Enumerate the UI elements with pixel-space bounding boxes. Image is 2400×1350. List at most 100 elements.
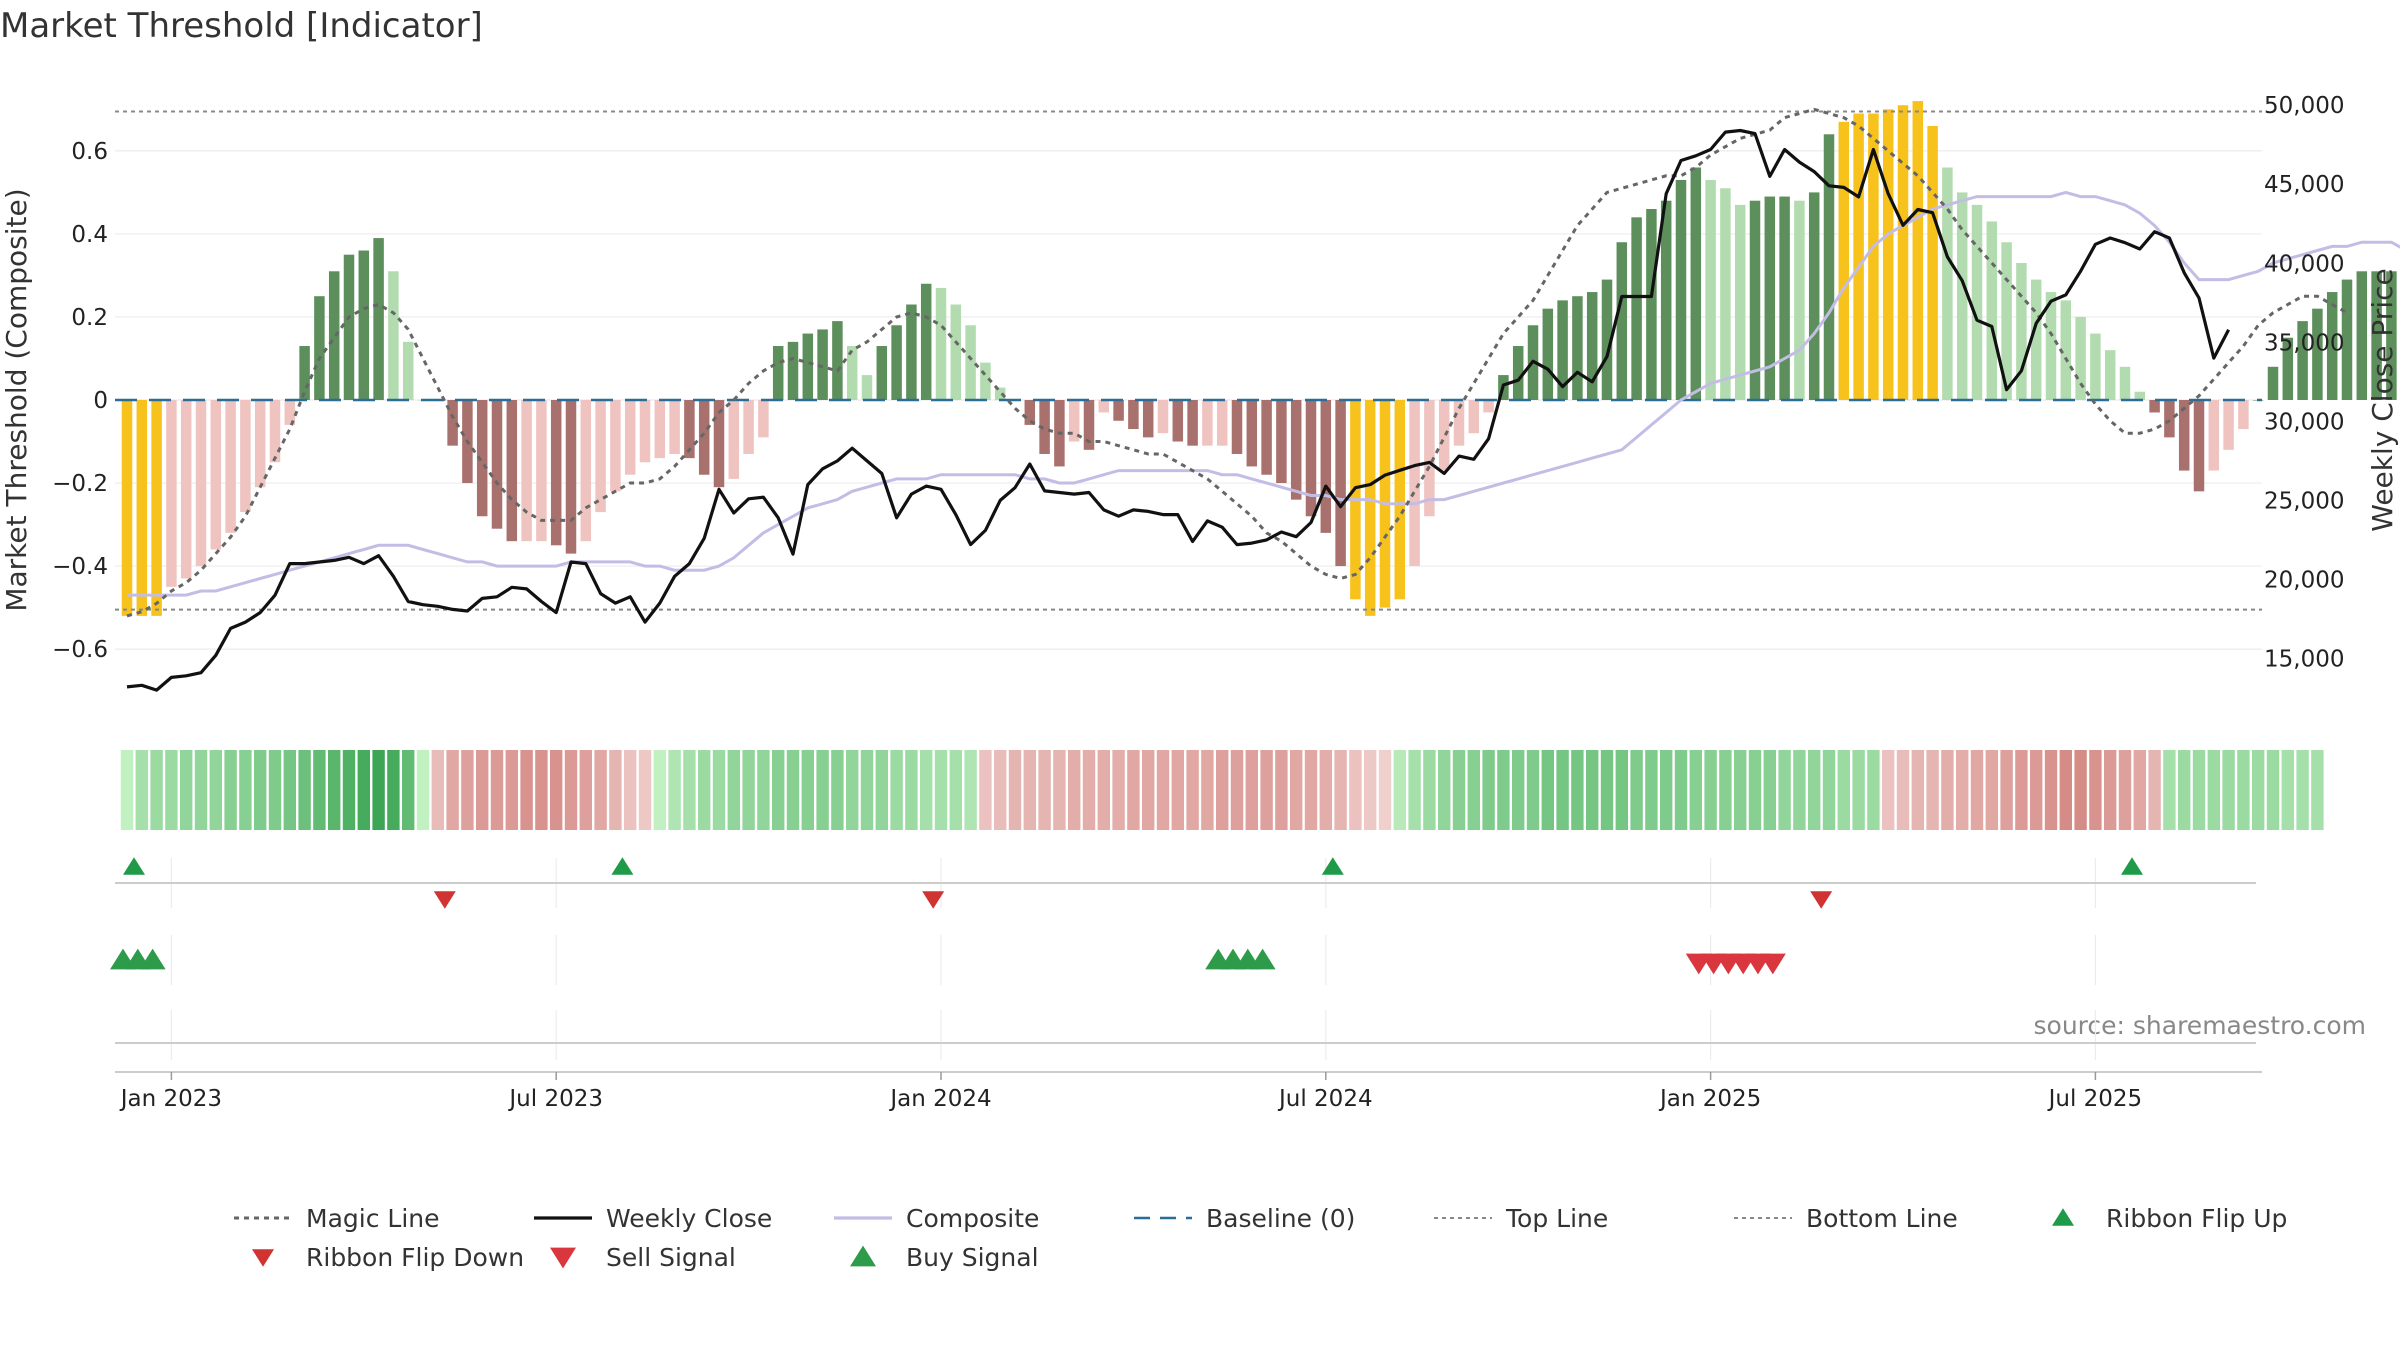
chart-title: Market Threshold [Indicator] bbox=[0, 6, 483, 46]
composite-bar bbox=[1823, 134, 1835, 400]
legend-label-composite: Composite bbox=[906, 1204, 1039, 1233]
composite-bar bbox=[2060, 300, 2072, 400]
x-tick-label: Jan 2024 bbox=[888, 1086, 991, 1112]
ribbon-cell bbox=[831, 750, 844, 830]
ribbon-cell bbox=[2000, 750, 2013, 830]
composite-bar bbox=[787, 341, 799, 400]
y-tick-label: 0.4 bbox=[71, 222, 108, 248]
series-lines bbox=[115, 107, 2400, 692]
composite-bar bbox=[950, 304, 962, 400]
ribbon-flip-down-marker bbox=[922, 891, 945, 909]
ribbon-cell bbox=[1053, 750, 1066, 830]
composite-bar bbox=[758, 400, 769, 438]
ribbon-flip-up-marker bbox=[611, 857, 634, 875]
ribbon-cell bbox=[875, 750, 888, 830]
composite-bar bbox=[550, 400, 562, 546]
composite-bar bbox=[595, 400, 606, 513]
composite-bar bbox=[2178, 400, 2190, 471]
composite-bar bbox=[373, 238, 384, 400]
composite-bar bbox=[2030, 279, 2042, 400]
composite-bar bbox=[1128, 400, 1139, 430]
ribbon-cell bbox=[1171, 750, 1184, 830]
ribbon-cell bbox=[194, 750, 208, 830]
ribbon-cell bbox=[120, 750, 134, 830]
composite-bar bbox=[1276, 400, 1287, 484]
ribbon-cell bbox=[2178, 750, 2191, 830]
ribbon-flip-down-marker bbox=[433, 891, 456, 909]
ribbon-cell bbox=[1393, 750, 1406, 830]
composite-bar bbox=[254, 400, 266, 488]
composite-bar bbox=[906, 304, 917, 400]
composite-bar bbox=[713, 400, 725, 488]
composite-bar bbox=[1572, 296, 1583, 400]
ribbon-cell bbox=[2311, 750, 2324, 830]
ribbon-cell bbox=[1319, 750, 1332, 830]
ribbon-cell bbox=[698, 750, 711, 830]
ribbon-cell bbox=[402, 750, 415, 830]
ribbon-cell bbox=[1896, 750, 1910, 830]
composite-bar bbox=[2208, 400, 2220, 471]
composite-bar bbox=[728, 400, 740, 479]
composite-bar bbox=[891, 325, 902, 400]
x-tick-label: Jan 2023 bbox=[119, 1086, 222, 1112]
ribbon-cell bbox=[1719, 750, 1732, 830]
composite-bar bbox=[151, 400, 162, 616]
composite-bar bbox=[743, 400, 754, 454]
composite-bar bbox=[876, 346, 888, 400]
ribbon-cell bbox=[1571, 750, 1584, 830]
legend-label-buy: Buy Signal bbox=[906, 1243, 1039, 1272]
composite-bar bbox=[965, 325, 976, 400]
ribbon-cell bbox=[564, 750, 578, 830]
ribbon-cell bbox=[431, 750, 444, 830]
ribbon-cell bbox=[594, 750, 607, 830]
ribbon-cell bbox=[1127, 750, 1140, 830]
ribbon-cell bbox=[165, 750, 178, 830]
composite-bar bbox=[1646, 209, 1657, 400]
composite-bar bbox=[1394, 400, 1406, 600]
ribbon-cell bbox=[1230, 750, 1244, 830]
legend-flip-down-swatch bbox=[252, 1249, 274, 1267]
ribbon-cell bbox=[1615, 750, 1628, 830]
composite-bar bbox=[1512, 346, 1524, 400]
y-axis-label: Market Threshold (Composite) bbox=[0, 188, 33, 611]
signal-panels: source: sharemaestro.com bbox=[110, 857, 2367, 1073]
composite-bar bbox=[1705, 179, 1716, 400]
y2-tick-label: 30,000 bbox=[2264, 409, 2344, 435]
ribbon-cell bbox=[801, 750, 814, 830]
ribbon-cell bbox=[2207, 750, 2220, 830]
ribbon-cell bbox=[1156, 750, 1170, 830]
composite-bar bbox=[1320, 400, 1332, 533]
source-note: source: sharemaestro.com bbox=[2034, 1011, 2367, 1040]
composite-bar bbox=[1971, 204, 1983, 400]
ribbon-cell bbox=[1452, 750, 1466, 830]
ribbon-flip-up-marker bbox=[1321, 857, 1344, 875]
composite-bar bbox=[772, 346, 784, 400]
composite-bar bbox=[1202, 400, 1213, 446]
composite-bar bbox=[1542, 308, 1554, 400]
y-tick-label: −0.6 bbox=[52, 637, 108, 663]
y-tick-label: −0.2 bbox=[52, 471, 108, 497]
composite-bar bbox=[832, 321, 843, 400]
y-tick-label: −0.4 bbox=[52, 554, 108, 580]
ribbon-cell bbox=[668, 750, 681, 830]
composite-bar bbox=[121, 400, 133, 616]
composite-bar bbox=[240, 400, 251, 513]
ribbon-cell bbox=[1586, 750, 1599, 830]
ribbon-cell bbox=[1793, 750, 1806, 830]
composite-bar bbox=[1601, 279, 1613, 400]
ribbon-cell bbox=[224, 750, 237, 830]
x-tick-label: Jul 2024 bbox=[1277, 1086, 1373, 1112]
ribbon-cell bbox=[2237, 750, 2250, 830]
ribbon-cell bbox=[1541, 750, 1554, 830]
ribbon-cell bbox=[490, 750, 504, 830]
composite-bar bbox=[2090, 333, 2101, 400]
composite-bar bbox=[1068, 400, 1080, 442]
ribbon-cell bbox=[1275, 750, 1288, 830]
ribbon-cell bbox=[505, 750, 518, 830]
ribbon-cell bbox=[1112, 750, 1125, 830]
composite-bar bbox=[994, 387, 1006, 400]
magic-line bbox=[126, 107, 2348, 618]
composite-bar bbox=[1720, 188, 1731, 400]
composite-bar bbox=[846, 346, 858, 400]
ribbon-cell bbox=[1349, 750, 1362, 830]
